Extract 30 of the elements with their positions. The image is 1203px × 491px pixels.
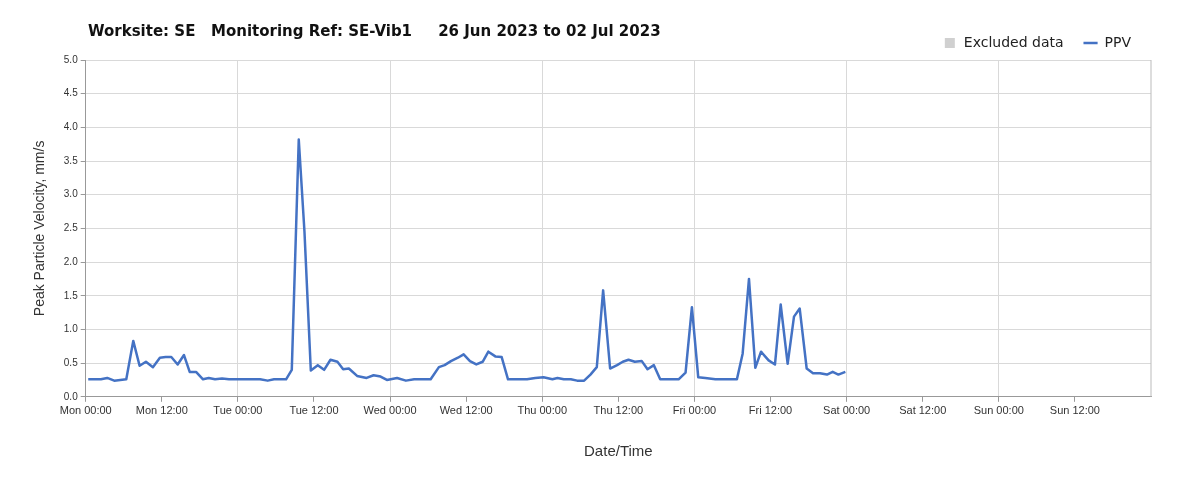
x-tick-label: Mon 12:00 — [135, 404, 188, 417]
y-tick-label: 1.0 — [63, 323, 79, 335]
x-tick-label: Fri 12:00 — [748, 404, 793, 417]
x-tick-label: Fri 00:00 — [672, 404, 717, 417]
x-tick-label: Tue 12:00 — [289, 404, 339, 417]
x-tick-label: Sat 12:00 — [899, 404, 947, 417]
y-tick-label: 2.5 — [63, 222, 79, 234]
x-tick-label: Wed 12:00 — [439, 404, 493, 417]
y-tick-label: 4.0 — [63, 121, 79, 133]
x-tick-label: Mon 00:00 — [59, 404, 112, 417]
y-tick-label: 5.0 — [63, 53, 79, 65]
y-tick-label: 4.5 — [63, 87, 79, 99]
legend-label: Excluded data — [963, 33, 1064, 50]
x-tick-label: Wed 00:00 — [363, 404, 417, 417]
x-tick-label: Tue 00:00 — [213, 404, 263, 417]
x-tick-label: Thu 00:00 — [517, 404, 568, 417]
x-tick-label: Sun 00:00 — [973, 404, 1024, 417]
x-axis-title: Date/Time — [584, 442, 653, 460]
chart-title: Worksite: SE Monitoring Ref: SE-Vib1 26 Jun 2023 to 02 Jul 2023 — [88, 22, 661, 40]
y-axis-title: Peak Particle Velocity, mm/s — [31, 140, 48, 317]
y-tick-label: 0.5 — [63, 356, 79, 368]
y-tick-label: 0.0 — [63, 390, 79, 402]
y-tick-label: 3.0 — [63, 188, 79, 200]
x-tick-label: Sun 12:00 — [1049, 404, 1100, 417]
y-tick-label: 3.5 — [63, 154, 79, 166]
y-tick-label: 1.5 — [63, 289, 79, 301]
y-tick-label: 2.0 — [63, 255, 79, 267]
x-tick-label: Sat 00:00 — [823, 404, 871, 417]
x-tick-label: Thu 12:00 — [593, 404, 644, 417]
legend-label: PPV — [1104, 33, 1132, 50]
